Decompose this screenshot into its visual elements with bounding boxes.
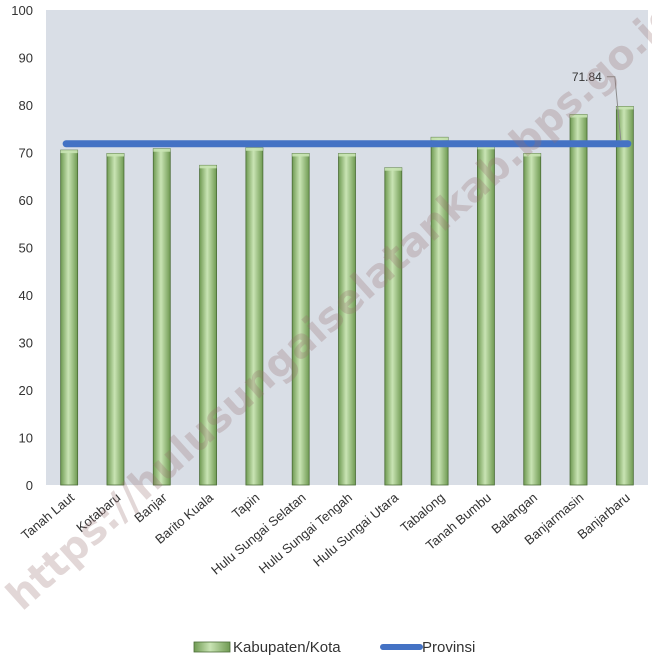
bar-cap bbox=[384, 167, 402, 171]
annotation-leader bbox=[606, 76, 622, 141]
bar-cap bbox=[616, 106, 634, 110]
y-tick-label: 50 bbox=[19, 241, 33, 256]
x-tick-label: Tapin bbox=[229, 490, 262, 521]
y-tick-label: 20 bbox=[19, 383, 33, 398]
bar-cap bbox=[523, 153, 541, 157]
y-tick-label: 90 bbox=[19, 51, 33, 66]
y-axis: 0 10 20 30 40 50 60 70 80 90 100 bbox=[11, 3, 33, 493]
bar bbox=[384, 167, 403, 486]
y-tick-label: 100 bbox=[11, 3, 33, 18]
bar bbox=[245, 147, 264, 486]
bar bbox=[106, 153, 125, 486]
bar bbox=[523, 153, 542, 486]
bar-series bbox=[60, 106, 634, 486]
x-tick-label: Hulu Sungai Utara bbox=[310, 489, 402, 569]
bar-cap bbox=[570, 114, 588, 118]
legend-label: Provinsi bbox=[422, 639, 475, 656]
y-tick-label: 80 bbox=[19, 98, 33, 113]
annotation-label: 71.84 bbox=[572, 70, 602, 84]
legend: Kabupaten/Kota Provinsi bbox=[193, 639, 475, 656]
y-tick-label: 40 bbox=[19, 288, 33, 303]
bar-cap bbox=[245, 147, 263, 151]
bar bbox=[569, 114, 588, 486]
bar-cap bbox=[431, 137, 449, 141]
bar-cap bbox=[153, 148, 171, 152]
bar-cap bbox=[60, 150, 78, 154]
bar-cap bbox=[477, 146, 495, 150]
bar-cap bbox=[199, 165, 217, 169]
bar bbox=[615, 106, 634, 486]
annotation: 71.84 bbox=[572, 70, 622, 141]
y-tick-label: 30 bbox=[19, 336, 33, 351]
bar-cap bbox=[106, 153, 124, 157]
y-tick-label: 60 bbox=[19, 193, 33, 208]
legend-bar-swatch bbox=[193, 641, 231, 653]
legend-label: Kabupaten/Kota bbox=[233, 639, 341, 656]
y-tick-label: 0 bbox=[26, 478, 33, 493]
bar-cap bbox=[292, 153, 310, 157]
bar-cap bbox=[338, 153, 356, 157]
bar bbox=[60, 149, 79, 486]
y-tick-label: 10 bbox=[19, 431, 33, 446]
y-tick-label: 70 bbox=[19, 146, 33, 161]
